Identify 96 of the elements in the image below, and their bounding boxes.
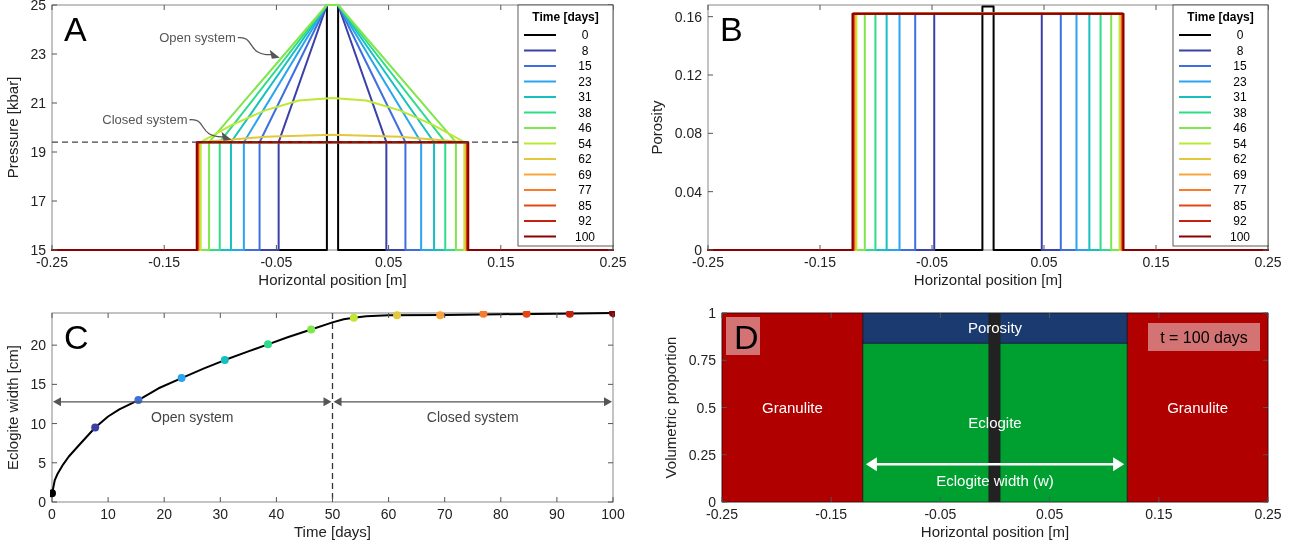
x-tick-label: 0.05 (1030, 254, 1058, 270)
legend-label: 62 (1233, 152, 1247, 166)
x-tick-label: 0.25 (1254, 506, 1282, 522)
x-tick-label: 0 (48, 506, 57, 522)
y-tick-label: 15 (30, 376, 47, 393)
legend-label: 0 (581, 28, 589, 42)
legend-label: 15 (578, 59, 592, 73)
x-tick-label: -0.05 (916, 254, 949, 270)
legend-label: 77 (1233, 183, 1247, 197)
legend-label: 69 (578, 167, 592, 182)
x-tick-label: 0.25 (1254, 254, 1282, 270)
y-tick-label: 1 (708, 305, 717, 321)
legend-label: 31 (1233, 90, 1247, 104)
legend-label: 8 (1236, 43, 1244, 58)
y-tick-label: 5 (38, 454, 47, 471)
y-tick-label: 19 (30, 144, 47, 160)
series-label: Granulite (762, 398, 823, 416)
y-axis-title: Pressure [kbar] (4, 76, 21, 179)
y-tick-label: 20 (30, 337, 47, 354)
legend-label: 8 (581, 43, 589, 58)
annotation: Open system (159, 29, 236, 45)
y-tick-label: 21 (30, 95, 47, 111)
legend-label: 54 (1233, 136, 1247, 151)
y-tick-label: 0.5 (696, 399, 717, 416)
legend-label: 100 (574, 229, 596, 244)
annotation: Closed system (102, 111, 188, 127)
x-tick-label: 0.15 (1142, 254, 1170, 270)
chart-title: B (720, 10, 743, 48)
x-tick-label: -0.15 (804, 254, 837, 270)
x-tick-label: 60 (380, 506, 397, 522)
x-tick-label: 0.25 (599, 254, 627, 270)
x-tick-label: -0.05 (260, 254, 293, 270)
legend-label: 31 (578, 90, 592, 104)
y-tick-label: 0.12 (674, 67, 703, 83)
chart-title: C (64, 318, 89, 356)
x-tick-label: 20 (156, 506, 173, 522)
legend-label: 100 (1229, 229, 1251, 244)
y-axis-title: Volumetric proportion (662, 336, 679, 479)
x-axis-title: Horizontal position [m] (913, 271, 1063, 288)
x-tick-label: 0.15 (487, 254, 515, 270)
x-tick-label: 0.05 (374, 254, 403, 270)
y-tick-label: 17 (30, 193, 47, 209)
chart-title: A (64, 10, 87, 48)
legend-label: 85 (1233, 198, 1247, 213)
series-label: Porosity (967, 319, 1023, 337)
x-tick-label: 100 (601, 506, 625, 522)
x-tick-label: -0.05 (924, 506, 957, 522)
legend-label: 92 (578, 214, 592, 228)
legend-label: 23 (578, 74, 592, 89)
y-tick-label: 0 (38, 494, 47, 510)
legend-label: 23 (1233, 74, 1247, 89)
x-axis-title: Horizontal position [m] (920, 523, 1070, 540)
y-tick-label: 0.04 (674, 183, 703, 200)
text: Granulite (1167, 398, 1228, 416)
annotation: Eclogite width (w) (936, 472, 1054, 490)
y-tick-label: 23 (30, 46, 47, 62)
legend-label: 46 (578, 121, 592, 135)
x-tick-label: 50 (324, 506, 341, 522)
legend-label: 62 (578, 152, 592, 166)
y-tick-label: 25 (30, 0, 47, 13)
legend-label: 92 (1233, 214, 1247, 228)
y-tick-label: 0.08 (674, 125, 703, 142)
chart-title: D (734, 318, 759, 356)
legend-label: 77 (578, 183, 592, 197)
x-tick-label: 40 (268, 506, 285, 522)
annotation: Closed system (426, 408, 519, 425)
legend-label: 69 (1233, 167, 1247, 182)
x-axis-title: Horizontal position [m] (258, 271, 407, 288)
y-axis-title: Porosity (648, 99, 665, 155)
y-tick-label: 0.16 (674, 8, 703, 25)
legend-label: 46 (1233, 121, 1247, 135)
x-tick-label: 90 (549, 506, 565, 522)
x-tick-label: 30 (212, 506, 229, 522)
legend-title: Time [days] (532, 10, 599, 24)
x-tick-label: -0.15 (815, 506, 848, 522)
legend-title: Time [days] (1187, 10, 1254, 24)
y-tick-label: 0.25 (688, 446, 717, 463)
y-tick-label: 0.75 (688, 352, 717, 369)
series-label: Eclogite (968, 413, 1022, 431)
annotation: Open system (151, 408, 234, 425)
x-tick-label: 0.05 (1035, 506, 1064, 522)
legend-label: 38 (1233, 105, 1247, 120)
y-tick-label: 10 (30, 415, 47, 432)
x-tick-label: -0.15 (148, 254, 181, 270)
annotation: t = 100 days (1160, 329, 1248, 346)
y-axis-title: Eclogite width [cm] (4, 344, 21, 471)
x-tick-label: 70 (436, 506, 453, 522)
x-tick-label: 0.15 (1145, 506, 1173, 522)
legend-label: 0 (1236, 28, 1244, 42)
legend-label: 15 (1233, 59, 1247, 73)
x-axis-title: Time [days] (294, 523, 371, 540)
legend-label: 54 (578, 136, 592, 151)
x-tick-label: 80 (493, 506, 509, 522)
legend-label: 85 (578, 198, 592, 213)
x-tick-label: 10 (100, 506, 117, 522)
legend-label: 38 (578, 105, 592, 120)
